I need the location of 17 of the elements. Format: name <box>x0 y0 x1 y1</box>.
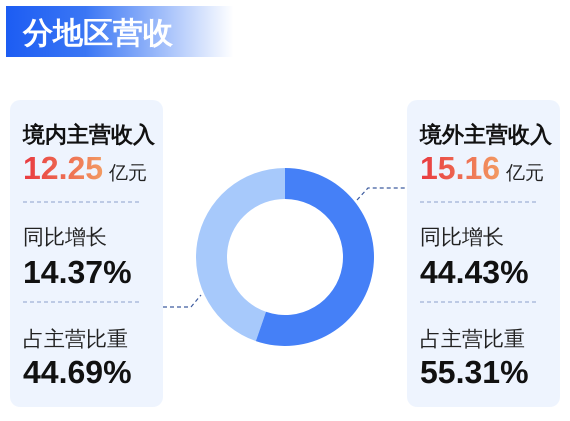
text: 44.69% <box>23 354 132 390</box>
data-label: 12.25 <box>23 150 104 186</box>
text: 同比增长 <box>23 226 107 249</box>
data-label: 15.16 <box>420 150 500 186</box>
text: 亿元 <box>108 163 148 184</box>
text: 占主营比重 <box>23 328 128 351</box>
text: 55.31% <box>420 354 529 390</box>
text: 44.43% <box>420 254 529 290</box>
text: 同比增长 <box>420 226 504 249</box>
donut-slice <box>196 168 285 342</box>
text: 亿元 <box>505 163 544 184</box>
text: 占主营比重 <box>420 328 525 351</box>
slice-label: 境内主营收入 <box>22 122 156 147</box>
donut-slice <box>256 168 374 346</box>
chart-title: 分地区营收 <box>22 17 174 50</box>
slice-label: 境外主营收入 <box>419 122 553 147</box>
text: 14.37% <box>23 254 132 290</box>
